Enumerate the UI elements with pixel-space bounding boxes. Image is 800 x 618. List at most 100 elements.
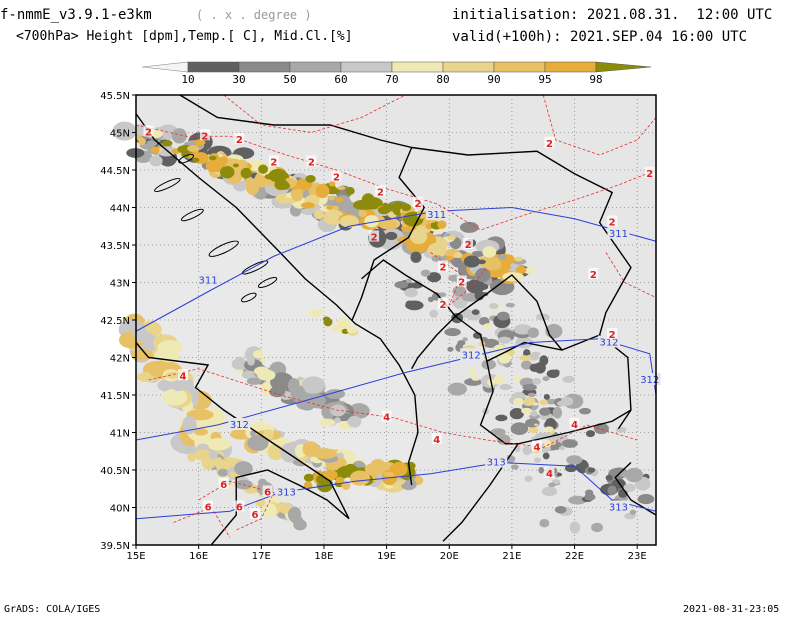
cloud-cell [335, 476, 345, 485]
cloud-cell [495, 414, 508, 422]
cloud-cell [146, 140, 158, 147]
temperature-contour-label: 2 [590, 270, 597, 281]
cloud-cell [542, 452, 550, 460]
cloud-cell [510, 422, 529, 435]
island-outline [257, 276, 278, 289]
height-label-bg [638, 373, 661, 385]
cloud-cell [605, 474, 613, 481]
cloud-cell [405, 300, 424, 311]
cloud-cell [552, 406, 563, 419]
cloud-cell [447, 382, 467, 396]
cloud-cell [429, 309, 439, 318]
cloud-cell [325, 389, 346, 399]
cloud-cell [530, 410, 538, 417]
cloud-cell [394, 281, 409, 289]
colorbar-extend-right [595, 61, 652, 73]
cloud-cell [445, 255, 454, 261]
temperature-contour-label: 4 [571, 420, 578, 431]
cloud-cell [258, 164, 269, 174]
temp-label-bg [218, 478, 229, 489]
temp-label-bg [306, 155, 317, 167]
cloud-cell [427, 296, 434, 303]
temperature-contour-label: 2 [333, 173, 340, 184]
temperature-contour-line [148, 368, 638, 448]
cloud-cell [522, 383, 537, 391]
temp-label-bg [531, 440, 542, 452]
cloud-cell [591, 522, 604, 533]
lat-tick-label: 39.5N [100, 541, 130, 552]
cloud-cell [335, 197, 344, 203]
cloud-cell [420, 269, 431, 277]
temperature-contour-label: 2 [308, 158, 315, 169]
height-contour-line [135, 461, 657, 520]
cloud-cell [293, 519, 307, 531]
temperature-contour-label: 4 [433, 435, 440, 446]
colorbar-tick-label: 80 [436, 73, 449, 86]
lon-tick-label: 19E [377, 551, 396, 562]
lat-tick-label: 44.5N [100, 166, 130, 177]
height-label-bg [275, 485, 298, 498]
height-label-bg [460, 348, 483, 361]
fields-title: <700hPa> Height [dpm],Temp.[ C], Mid.Cl.… [16, 29, 353, 44]
colorbar: 10 30 50 60 70 80 90 95 98 [141, 61, 652, 86]
temperature-contour-label: 4 [180, 371, 187, 382]
cloud-cell [515, 265, 527, 275]
cloud-cell [556, 400, 568, 407]
cloud-cell [209, 155, 217, 161]
cloud-cell [524, 396, 536, 406]
cloud-cell [165, 371, 181, 379]
cloud-cell [538, 466, 544, 474]
units-hint: ( . x . degree ) [196, 8, 312, 22]
cloud-cell [157, 340, 183, 356]
cloud-cell [532, 402, 539, 406]
cloud-cell [313, 209, 325, 220]
height-contour-label: 313 [609, 503, 628, 514]
cloud-cell [447, 346, 454, 352]
cloud-cell [305, 175, 316, 183]
cloud-cell [498, 352, 511, 364]
cloud-cell [475, 267, 491, 283]
temp-label-bg [456, 275, 467, 287]
cloud-cell [483, 323, 493, 329]
lon-tick-label: 16E [189, 551, 208, 562]
cloud-cell [510, 464, 519, 470]
cloud-cell [161, 140, 173, 147]
cloud-cell [194, 428, 209, 436]
lat-tick-label: 41N [110, 429, 130, 440]
cloud-cell [539, 407, 551, 416]
cloud-cell [364, 214, 379, 228]
cloud-cell [543, 394, 550, 400]
temp-label-bg [607, 328, 618, 339]
temperature-contour-label: 2 [145, 128, 152, 139]
height-label-bg [425, 208, 448, 220]
cloud-cell [520, 360, 533, 370]
temperature-contour-label: 2 [371, 233, 378, 244]
cloud-cell [513, 397, 524, 406]
cloud-cell [444, 328, 461, 337]
cloud-cell [489, 303, 498, 309]
lon-tick-label: 20E [440, 551, 459, 562]
cloud-cell [213, 457, 223, 467]
cloud-cell [619, 470, 633, 478]
cloud-cell [316, 309, 325, 314]
cloud-cell [542, 376, 550, 382]
height-contour-label: 311 [427, 210, 446, 221]
cloud-cell [462, 337, 468, 342]
cloud-cell [478, 256, 501, 271]
cloud-cell [437, 220, 447, 229]
cloud-cell [318, 418, 336, 427]
cloud-cell [336, 452, 344, 459]
cloud-cell [562, 375, 576, 383]
cloud-cell [585, 430, 596, 438]
cloud-cell [345, 186, 355, 195]
temperature-contour-label: 2 [201, 131, 208, 142]
cloud-cell [471, 376, 481, 381]
temperature-contour-label: 6 [264, 488, 271, 499]
island-outline [154, 177, 181, 193]
cloud-cell [383, 471, 395, 477]
temperature-contour-label: 2 [646, 169, 653, 180]
cloud-cell [513, 375, 522, 382]
cloud-cell [532, 377, 542, 385]
cloud-cell [479, 283, 489, 290]
temp-label-bg [381, 410, 392, 422]
